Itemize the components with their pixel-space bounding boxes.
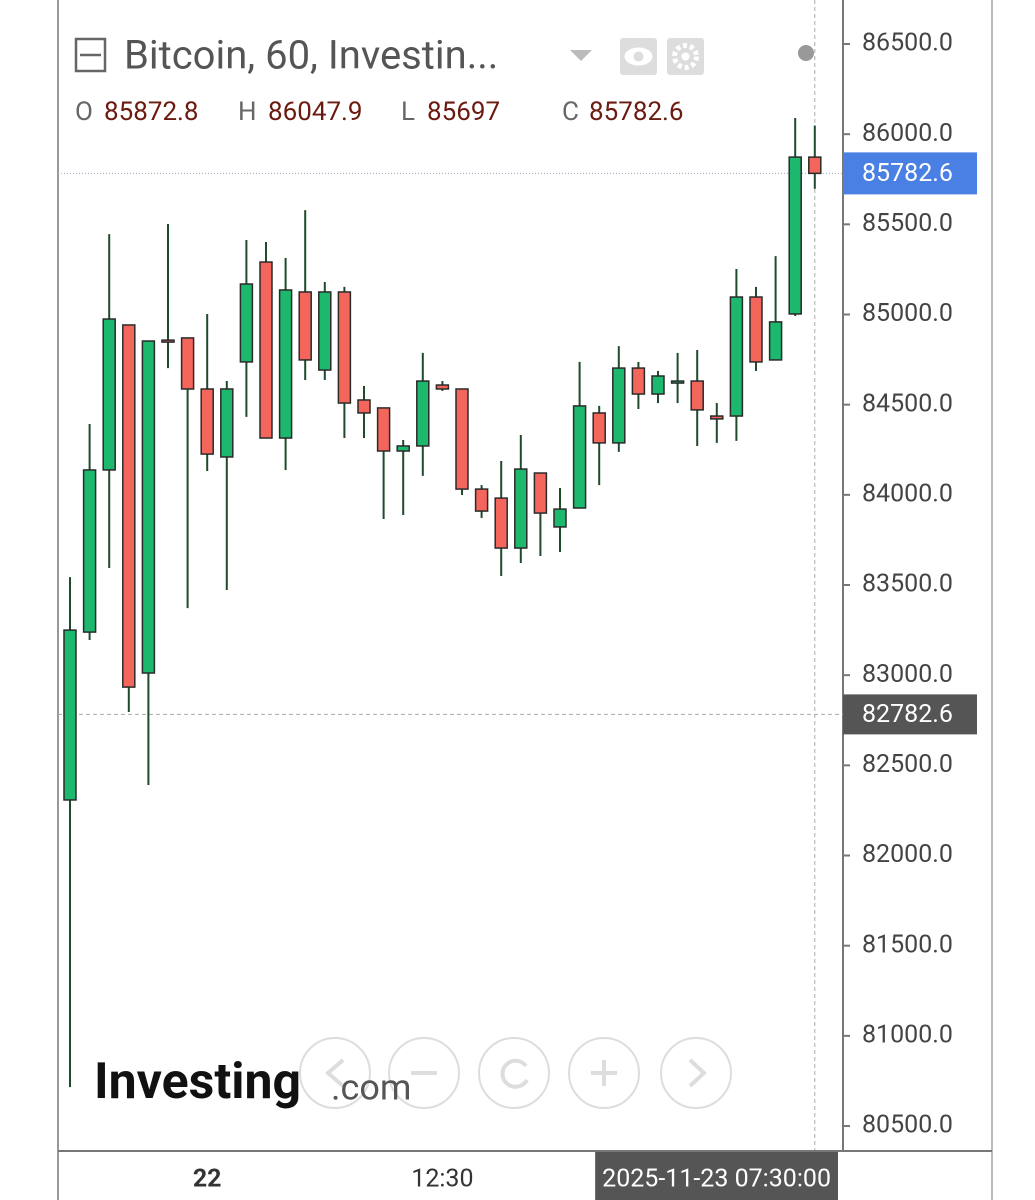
crosshair-x-tag	[595, 1152, 838, 1200]
candle-body	[729, 296, 744, 417]
y-tick-label: 86500.0	[862, 29, 953, 58]
collapse-icon[interactable]	[74, 37, 107, 73]
chart-title: Bitcoin, 60, Investin...	[124, 32, 498, 79]
ohlc-label: O	[75, 97, 93, 127]
candle-body	[553, 508, 567, 528]
nav-back-icon	[324, 1058, 345, 1088]
candle-body	[220, 388, 234, 458]
candle-body	[690, 380, 704, 411]
candle-body	[337, 291, 352, 404]
y-tick-label: 82500.0	[862, 750, 953, 779]
candle-body	[416, 380, 430, 447]
candle-body	[631, 367, 646, 395]
candle-body	[102, 318, 116, 471]
nav-forward-icon	[688, 1058, 707, 1088]
ohlc-value: 85872.8	[104, 97, 199, 127]
candle-body	[572, 405, 587, 509]
last-price-label: 85782.6	[862, 159, 953, 188]
y-tick-label: 84000.0	[862, 479, 953, 508]
candle-body	[749, 296, 763, 363]
candle-body	[474, 488, 489, 512]
ohlc-value: 85697	[427, 97, 500, 127]
ohlc-label: H	[238, 97, 257, 127]
gear-center	[681, 52, 690, 61]
candle-body	[592, 412, 606, 444]
candle-body	[141, 340, 156, 674]
candle-body	[63, 629, 77, 801]
candle-body	[494, 497, 508, 549]
nav-back[interactable]	[299, 1037, 371, 1109]
dropdown-arrow[interactable]	[570, 50, 592, 61]
nav-zoom-in-icon	[591, 1060, 617, 1086]
candle-body	[435, 384, 450, 390]
navigation	[299, 1037, 732, 1109]
y-tick-label: 83000.0	[862, 660, 953, 689]
watermark-brand: Investing	[94, 1053, 301, 1111]
y-tick-label: 85000.0	[862, 299, 953, 328]
nav-reset-icon	[500, 1058, 529, 1089]
ohlc-label: L	[401, 97, 415, 127]
candle-body	[670, 380, 685, 384]
candle-body	[259, 261, 273, 439]
y-tick-label: 86000.0	[862, 119, 953, 148]
y-tick-label: 85500.0	[862, 209, 953, 238]
watermark-suffix: .com	[331, 1067, 411, 1109]
candle-body	[82, 469, 97, 633]
y-tick-label: 81500.0	[862, 930, 953, 959]
y-tick-label: 82000.0	[862, 840, 953, 869]
candle-body	[239, 283, 254, 363]
candle-body	[514, 468, 528, 549]
candle-body	[788, 156, 802, 315]
candle-body	[651, 375, 665, 395]
candle-body	[396, 445, 410, 452]
candle-body	[533, 472, 548, 514]
candle-body	[180, 337, 195, 390]
crosshair-y-tag	[843, 694, 977, 735]
gear-icon	[672, 43, 699, 70]
eye-pupil	[633, 51, 644, 62]
y-tick-label: 81000.0	[862, 1020, 953, 1049]
candle-body	[612, 367, 626, 444]
candle-body	[278, 289, 293, 439]
y-tick-label: 80500.0	[862, 1111, 953, 1140]
y-tick-label: 84500.0	[862, 389, 953, 418]
y-tick-label: 83500.0	[862, 570, 953, 599]
candle-body	[376, 407, 391, 452]
crosshair-x-label: 2025-11-23 07:30:00	[602, 1165, 831, 1194]
ohlc-label: C	[562, 97, 579, 127]
x-tick-label: 22	[193, 1165, 222, 1194]
candle-body	[200, 388, 214, 455]
nav-reset[interactable]	[478, 1037, 550, 1109]
last-price-tag	[843, 152, 977, 195]
candle-body	[318, 291, 332, 371]
candle-body	[455, 388, 469, 490]
candle-body	[122, 324, 136, 688]
x-tick-label: 12:30	[411, 1165, 473, 1194]
candle-body	[161, 339, 175, 343]
candle-body	[710, 415, 724, 420]
ohlc-value: 85782.6	[589, 97, 684, 127]
crosshair-y-label: 82782.6	[862, 700, 953, 729]
candle-body	[357, 399, 371, 414]
ohlc-value: 86047.9	[268, 97, 363, 127]
candle-body	[768, 321, 783, 361]
candle-body	[808, 156, 822, 175]
nav-forward[interactable]	[660, 1037, 732, 1109]
header: Bitcoin, 60, Investin...	[74, 32, 814, 79]
candle-body	[298, 291, 312, 361]
status-dot	[798, 45, 814, 61]
